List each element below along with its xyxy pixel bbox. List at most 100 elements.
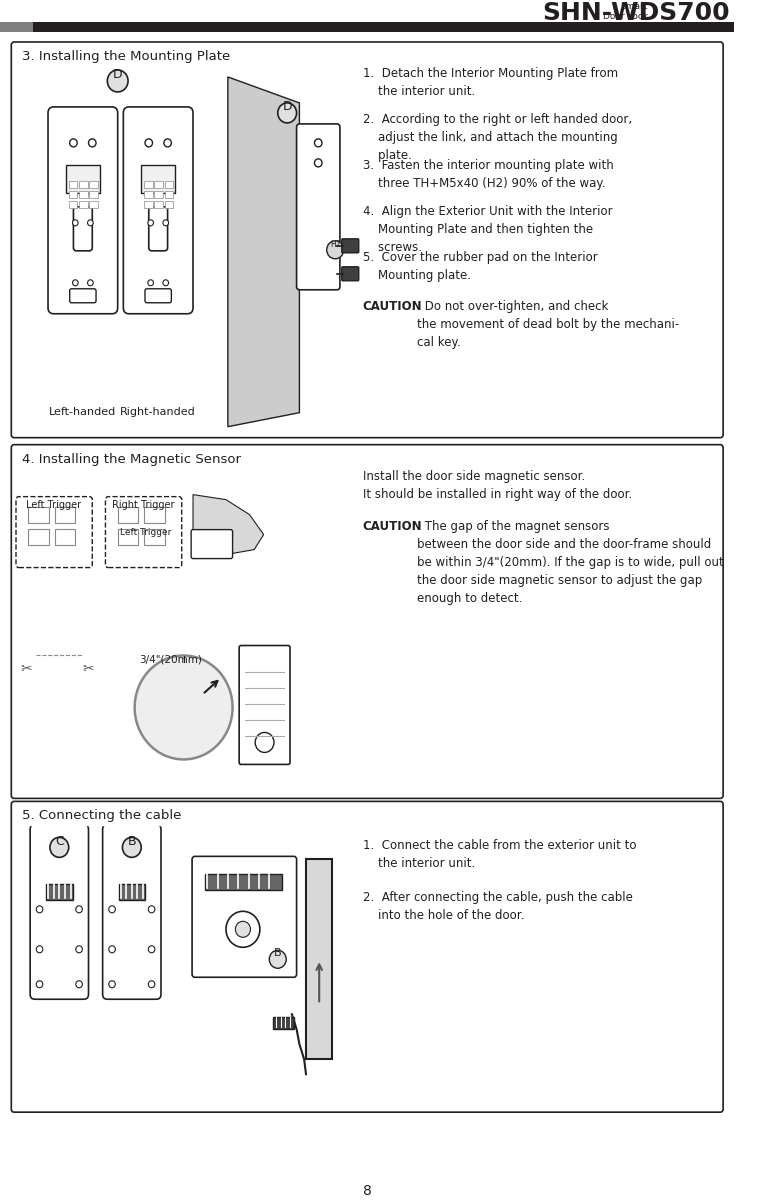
Circle shape bbox=[163, 280, 168, 286]
FancyBboxPatch shape bbox=[73, 207, 92, 251]
FancyBboxPatch shape bbox=[145, 288, 172, 303]
Text: H2: H2 bbox=[330, 240, 340, 249]
FancyBboxPatch shape bbox=[296, 124, 340, 290]
FancyBboxPatch shape bbox=[239, 645, 290, 764]
Circle shape bbox=[226, 911, 260, 947]
Text: 1.  Connect the cable from the exterior unit to
    the interior unit.: 1. Connect the cable from the exterior u… bbox=[363, 839, 636, 870]
Text: 8: 8 bbox=[363, 1184, 371, 1198]
FancyBboxPatch shape bbox=[11, 445, 723, 798]
Text: Smart: Smart bbox=[620, 2, 648, 11]
Text: Install the door side magnetic sensor.
It should be installed in right way of th: Install the door side magnetic sensor. I… bbox=[363, 470, 632, 501]
Bar bbox=[90, 180, 98, 188]
Circle shape bbox=[148, 280, 154, 286]
Circle shape bbox=[73, 280, 78, 286]
Circle shape bbox=[255, 732, 274, 752]
Bar bbox=[144, 201, 153, 208]
Bar bbox=[154, 180, 163, 188]
Bar bbox=[306, 859, 332, 1059]
Circle shape bbox=[164, 139, 172, 147]
Circle shape bbox=[148, 981, 155, 988]
Bar bbox=[141, 165, 176, 192]
Circle shape bbox=[108, 981, 115, 988]
Bar bbox=[119, 885, 145, 900]
Circle shape bbox=[327, 240, 344, 258]
Text: ✂: ✂ bbox=[83, 662, 94, 677]
Circle shape bbox=[236, 921, 250, 938]
FancyBboxPatch shape bbox=[16, 496, 92, 567]
Bar bbox=[55, 529, 76, 545]
Text: D: D bbox=[113, 69, 122, 82]
Text: ✂: ✂ bbox=[21, 662, 32, 677]
Circle shape bbox=[36, 981, 43, 988]
Text: 3/4"(20mm): 3/4"(20mm) bbox=[140, 655, 202, 665]
Bar bbox=[69, 180, 77, 188]
Text: Left Trigger: Left Trigger bbox=[26, 500, 81, 510]
FancyBboxPatch shape bbox=[342, 267, 359, 281]
Text: 1.  Detach the Interior Mounting Plate from
    the interior unit.: 1. Detach the Interior Mounting Plate fr… bbox=[363, 67, 618, 97]
Text: B: B bbox=[274, 948, 282, 958]
Bar bbox=[144, 180, 153, 188]
Polygon shape bbox=[228, 77, 300, 427]
Bar bbox=[165, 201, 173, 208]
Bar bbox=[144, 191, 153, 198]
Circle shape bbox=[148, 946, 155, 953]
FancyBboxPatch shape bbox=[69, 288, 96, 303]
Text: : The gap of the magnet sensors
between the door side and the door-frame should
: : The gap of the magnet sensors between … bbox=[417, 519, 724, 605]
FancyBboxPatch shape bbox=[30, 825, 88, 999]
Bar bbox=[154, 201, 163, 208]
Circle shape bbox=[76, 906, 83, 912]
Bar bbox=[165, 180, 173, 188]
Bar bbox=[28, 506, 49, 523]
Circle shape bbox=[148, 220, 154, 226]
Text: CAUTION: CAUTION bbox=[363, 299, 422, 313]
Bar bbox=[118, 506, 138, 523]
Bar bbox=[165, 191, 173, 198]
Circle shape bbox=[314, 159, 322, 167]
Bar bbox=[69, 201, 77, 208]
Bar bbox=[144, 529, 165, 545]
Circle shape bbox=[122, 838, 141, 857]
Circle shape bbox=[135, 655, 232, 760]
FancyBboxPatch shape bbox=[11, 802, 723, 1112]
Bar bbox=[79, 191, 87, 198]
Circle shape bbox=[108, 946, 115, 953]
Circle shape bbox=[76, 981, 83, 988]
Bar bbox=[0, 22, 33, 32]
Bar bbox=[28, 529, 49, 545]
Circle shape bbox=[50, 838, 69, 857]
Bar bbox=[46, 885, 73, 900]
Bar bbox=[118, 529, 138, 545]
FancyBboxPatch shape bbox=[149, 207, 168, 251]
Text: C: C bbox=[55, 835, 64, 847]
Text: 3.  Fasten the interior mounting plate with
    three TH+M5x40 (H2) 90% of the w: 3. Fasten the interior mounting plate wi… bbox=[363, 159, 613, 190]
Circle shape bbox=[108, 70, 128, 91]
FancyBboxPatch shape bbox=[11, 42, 723, 438]
Circle shape bbox=[69, 139, 77, 147]
Text: D: D bbox=[282, 101, 292, 113]
FancyBboxPatch shape bbox=[191, 530, 232, 559]
Text: 3. Installing the Mounting Plate: 3. Installing the Mounting Plate bbox=[22, 50, 230, 63]
Bar bbox=[66, 165, 100, 192]
Circle shape bbox=[36, 906, 43, 912]
Circle shape bbox=[269, 951, 286, 969]
Bar bbox=[90, 201, 98, 208]
Polygon shape bbox=[193, 495, 264, 554]
Circle shape bbox=[148, 906, 155, 912]
Text: Left-handed: Left-handed bbox=[49, 406, 116, 417]
Text: Left Trigger: Left Trigger bbox=[120, 528, 172, 536]
Text: 4. Installing the Magnetic Sensor: 4. Installing the Magnetic Sensor bbox=[22, 453, 241, 465]
Bar bbox=[79, 180, 87, 188]
Text: B: B bbox=[127, 835, 136, 847]
Circle shape bbox=[314, 139, 322, 147]
Bar bbox=[154, 191, 163, 198]
Bar bbox=[79, 201, 87, 208]
Text: 5.  Cover the rubber pad on the Interior
    Mounting plate.: 5. Cover the rubber pad on the Interior … bbox=[363, 251, 597, 281]
Text: 2.  According to the right or left handed door,
    adjust the link, and attach : 2. According to the right or left handed… bbox=[363, 113, 632, 162]
FancyBboxPatch shape bbox=[105, 496, 182, 567]
Text: SHN-WDS700: SHN-WDS700 bbox=[542, 1, 730, 25]
Bar bbox=[55, 506, 76, 523]
Text: 2.  After connecting the cable, push the cable
    into the hole of the door.: 2. After connecting the cable, push the … bbox=[363, 892, 633, 922]
Bar bbox=[144, 506, 165, 523]
FancyBboxPatch shape bbox=[192, 856, 296, 977]
Bar bbox=[273, 1017, 294, 1029]
